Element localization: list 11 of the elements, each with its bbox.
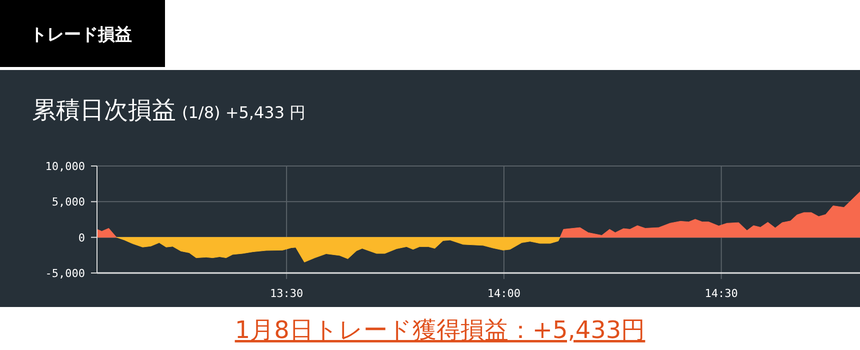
chart-subtitle: (1/8) +5,433 円 xyxy=(182,103,306,122)
text: 1月8日トレード獲得損益：+5,433円 xyxy=(234,316,646,344)
y-tick-label: 0 xyxy=(78,231,85,244)
x-tick-label: 13:30 xyxy=(270,287,304,300)
text: トレード損益 xyxy=(30,25,132,45)
y-tick-label: 5,000 xyxy=(52,196,85,209)
chart-title: 累積日次損益 xyxy=(32,96,176,124)
y-tick-label: -5,000 xyxy=(45,267,85,280)
x-tick-label: 14:00 xyxy=(487,287,520,300)
y-tick-label: 10,000 xyxy=(45,160,85,173)
x-tick-label: 14:30 xyxy=(704,287,738,300)
